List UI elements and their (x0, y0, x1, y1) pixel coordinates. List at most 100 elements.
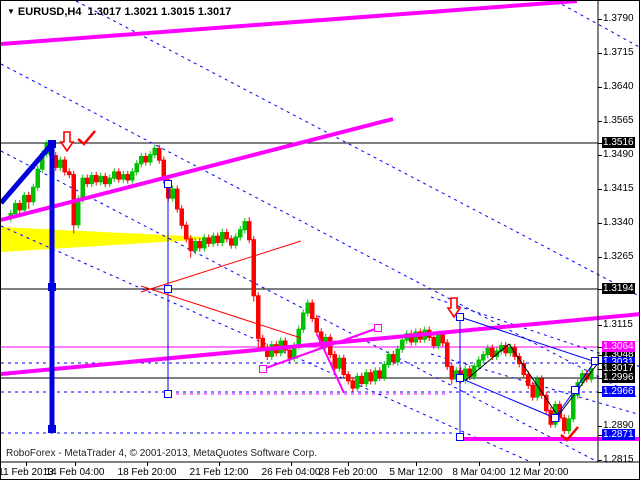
price-tick (598, 257, 602, 258)
price-tick (598, 53, 602, 54)
trendline-blue-thick-diagonal[interactable] (1, 142, 54, 205)
candle (157, 147, 162, 161)
time-tick (539, 462, 540, 466)
price-label: 1.3490 (603, 149, 634, 160)
object-handle-square[interactable] (456, 313, 464, 321)
candle (121, 174, 126, 180)
object-handle-square[interactable] (571, 386, 579, 394)
time-tick (291, 462, 292, 466)
object-handle-square[interactable] (259, 365, 267, 373)
candle (490, 347, 495, 357)
trendline-red-wedge-lower[interactable] (140, 285, 302, 339)
price-tick (598, 19, 602, 20)
price-label: 1.2996 (602, 372, 635, 383)
candle (476, 359, 481, 367)
candle (197, 241, 202, 249)
trendline-fan-line-4[interactable] (1, 150, 599, 463)
candle (139, 156, 144, 165)
title-symbol-period: EURUSD,H4 (17, 6, 82, 18)
price-tick (598, 369, 602, 370)
arrow-down-icon[interactable] (446, 297, 462, 319)
price-tick (598, 347, 602, 348)
object-handle-square[interactable] (164, 390, 172, 398)
candle (386, 354, 391, 366)
candle (22, 194, 27, 211)
candle (539, 378, 544, 396)
trendline-red-wedge-upper[interactable] (140, 240, 302, 293)
object-handle-square[interactable] (456, 433, 464, 441)
candle (368, 372, 373, 382)
object-handle-square[interactable] (456, 374, 464, 382)
candle (359, 375, 364, 385)
candle (89, 174, 94, 185)
object-handle-square[interactable] (164, 285, 172, 293)
checkmark-icon[interactable] (560, 426, 579, 442)
price-label: 1.3640 (603, 81, 634, 92)
price-tick (598, 87, 602, 88)
trendline-fan-line-5[interactable] (1, 225, 532, 463)
yellow-wedge[interactable] (1, 227, 226, 252)
arrow-down-icon[interactable] (59, 131, 75, 153)
time-label: 26 Feb 04:00 (261, 467, 321, 478)
trendline-fan-line-3[interactable] (1, 63, 640, 399)
title-ohlc-values: 1.3017 1.3021 1.3015 1.3017 (87, 6, 232, 18)
price-label: 1.3790 (603, 13, 634, 24)
candle (85, 177, 90, 185)
candle (400, 339, 405, 350)
candle (337, 357, 342, 369)
trendline-blue-triangle-top[interactable] (459, 316, 594, 362)
trendline-black-zigzag-1[interactable] (465, 343, 510, 381)
price-label: 1.2815 (603, 454, 634, 465)
price-label: 1.2890 (603, 420, 634, 431)
candle (107, 177, 112, 185)
candle (544, 394, 549, 412)
trendline-magenta-segment-steep[interactable] (316, 333, 345, 394)
object-handle-square[interactable] (374, 324, 382, 332)
price-tick (598, 460, 602, 461)
candle (220, 231, 225, 243)
candle (256, 295, 261, 339)
trendline-fan-line-2[interactable] (75, 1, 640, 297)
time-label: 14 Feb 04:00 (45, 467, 105, 478)
candle (566, 418, 571, 432)
candle (53, 155, 58, 168)
candle (364, 372, 369, 385)
trendline-magenta-channel-upper[interactable] (1, 1, 578, 46)
chart-title[interactable]: ▼ EURUSD,H4 1.3017 1.3021 1.3015 1.3017 (7, 6, 231, 18)
trendline-fan-line-1[interactable] (555, 1, 640, 48)
time-tick (147, 462, 148, 466)
candle (314, 317, 319, 333)
trendline-magenta-segment-selected[interactable] (262, 327, 379, 370)
object-handle-square[interactable] (48, 140, 56, 148)
candle (58, 159, 63, 168)
price-label: 1.3516 (602, 137, 635, 148)
candle (67, 171, 72, 176)
checkmark-icon[interactable] (77, 130, 96, 146)
candle (562, 417, 567, 432)
trendline-blue-triangle-down[interactable] (459, 377, 556, 419)
object-handle-square[interactable] (48, 425, 56, 433)
candle (445, 342, 450, 367)
candle (449, 365, 454, 380)
symbol-dropdown-icon[interactable]: ▼ (7, 7, 15, 16)
trendline-magenta-trend-mid[interactable] (1, 117, 394, 222)
candle (350, 380, 355, 389)
trendline-black-zigzag-2[interactable] (508, 343, 559, 417)
price-tick (598, 155, 602, 156)
candle (206, 237, 211, 244)
price-tick (598, 121, 602, 122)
candle (391, 354, 396, 363)
candle (517, 355, 522, 365)
price-label: 1.3115 (603, 319, 633, 330)
time-label: 8 Mar 04:00 (452, 467, 506, 478)
object-handle-square[interactable] (164, 180, 172, 188)
object-handle-square[interactable] (551, 414, 559, 422)
candle (184, 224, 189, 240)
price-label: 1.3715 (603, 47, 634, 58)
object-handle-square[interactable] (48, 283, 56, 291)
candle (143, 156, 148, 163)
time-tick (348, 462, 349, 466)
trendline-fan-line-7[interactable] (430, 353, 640, 415)
